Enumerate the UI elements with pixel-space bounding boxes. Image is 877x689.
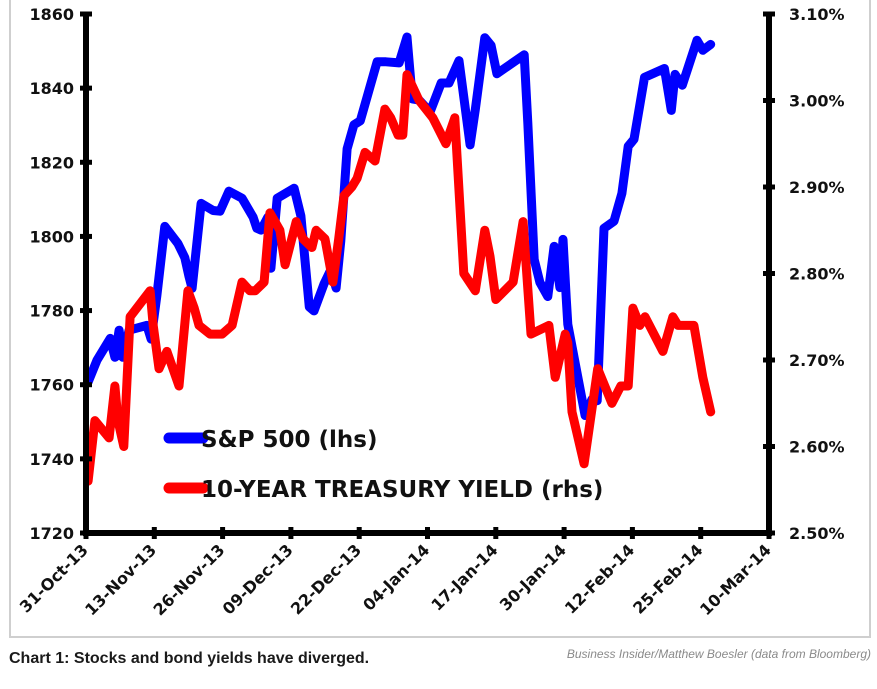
x-tick-label: 12-Feb-14 (561, 540, 638, 617)
right-tick-label: 3.10% (789, 5, 845, 24)
x-tick-label: 30-Jan-14 (496, 540, 570, 614)
series-layer (83, 32, 716, 486)
x-tick-label: 09-Dec-13 (219, 540, 297, 618)
right-tick-label: 2.80% (789, 265, 845, 284)
left-tick-label: 1780 (29, 302, 74, 321)
series-line-treasury-yield (83, 70, 716, 486)
chart-frame: 1720 1740 1760 1780 1800 1820 1840 1860 2.50% 2.6… (9, 0, 871, 638)
x-tick-label: 22-Dec-13 (287, 540, 365, 618)
left-tick-label: 1800 (29, 227, 74, 246)
x-tick-label: 26-Nov-13 (149, 540, 228, 619)
left-tick-label: 1740 (29, 450, 74, 469)
line-chart: 1720 1740 1760 1780 1800 1820 1840 1860 2.50% 2.6… (16, 5, 845, 619)
left-tick-label: 1840 (29, 79, 74, 98)
legend: S&P 500 (lhs) 10-YEAR TREASURY YIELD (rh… (163, 427, 603, 503)
legend-label-treasury: 10-YEAR TREASURY YIELD (rhs) (201, 477, 603, 503)
right-tick-label: 2.60% (789, 438, 845, 457)
source-credit: Business Insider/Matthew Boesler (data f… (566, 647, 871, 661)
left-tick-label: 1720 (29, 524, 74, 543)
right-tick-label: 2.70% (789, 351, 845, 370)
x-tick-label: 17-Jan-14 (427, 540, 501, 614)
x-tick-label: 10-Mar-14 (696, 540, 775, 619)
right-tick-label: 2.90% (789, 178, 845, 197)
left-tick-label: 1860 (29, 5, 74, 24)
right-tick-label: 3.00% (789, 92, 845, 111)
right-tick-label: 2.50% (789, 524, 845, 543)
x-tick-label: 04-Jan-14 (359, 540, 433, 614)
x-tick-label: 31-Oct-13 (16, 540, 92, 616)
legend-label-sp500: S&P 500 (lhs) (201, 427, 377, 453)
left-tick-label: 1820 (29, 153, 74, 172)
x-tick-label: 25-Feb-14 (629, 540, 706, 617)
left-tick-label: 1760 (29, 376, 74, 395)
x-tick-label: 13-Nov-13 (81, 540, 160, 619)
chart-caption: Chart 1: Stocks and bond yields have div… (9, 650, 370, 667)
axes-layer: 1720 1740 1760 1780 1800 1820 1840 1860 2.50% 2.6… (16, 5, 845, 619)
